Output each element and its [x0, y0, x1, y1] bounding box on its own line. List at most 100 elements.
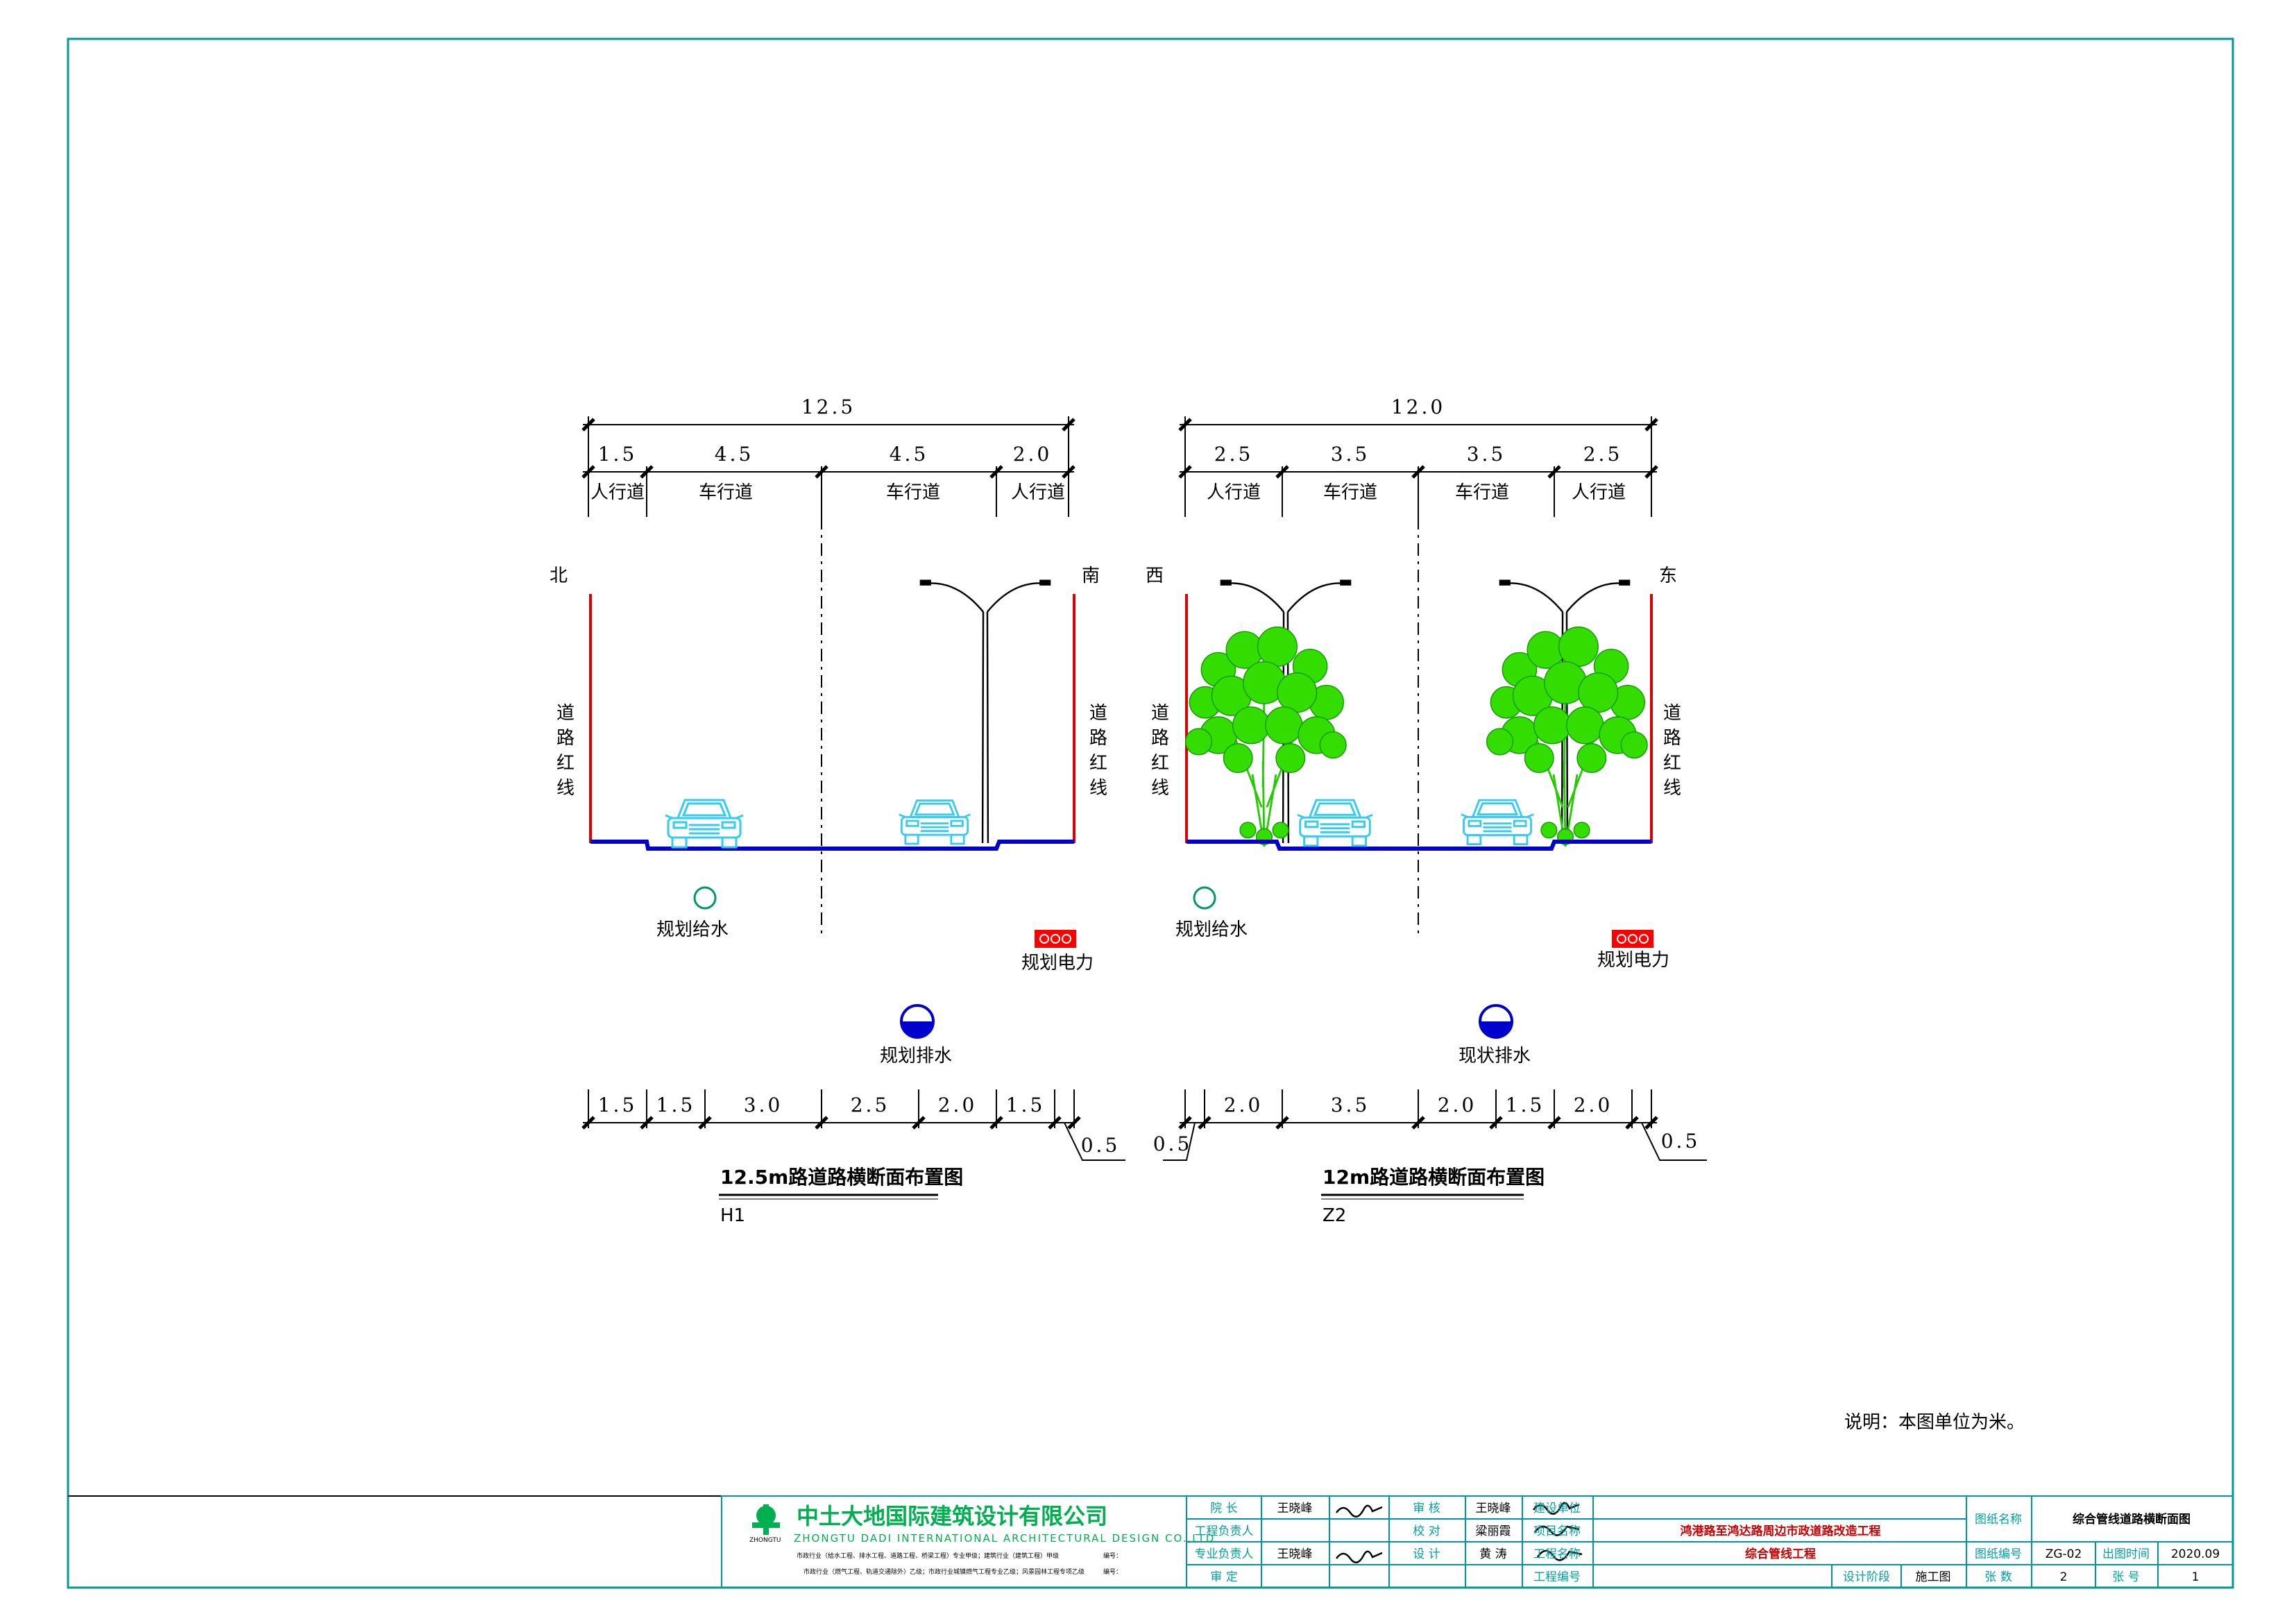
row4-role: 审 定	[1210, 1570, 1237, 1584]
left-car-2	[898, 799, 971, 845]
svg-text:红: 红	[556, 753, 575, 774]
svg-text:道: 道	[556, 703, 575, 724]
right-total-width: 12.0	[1391, 396, 1445, 418]
eng-name: 综合管线工程	[1745, 1547, 1816, 1561]
stage-value: 施工图	[1916, 1570, 1951, 1584]
drawing-name: 综合管线道路横断面图	[2073, 1512, 2191, 1527]
svg-text:路: 路	[1151, 728, 1169, 749]
left-bottom-dim-6: 1.5	[1006, 1094, 1046, 1116]
svg-text:线: 线	[556, 778, 575, 799]
right-section-code: Z2	[1323, 1205, 1346, 1226]
eng-name-label: 工程名称	[1533, 1547, 1581, 1561]
left-lane-1: 人行道	[590, 482, 645, 503]
row2-name-2: 粱丽霞	[1476, 1524, 1511, 1538]
row1-name: 王晓峰	[1277, 1502, 1313, 1515]
left-total-width: 12.5	[801, 396, 856, 418]
right-seg-2: 3.5	[1331, 443, 1370, 466]
row2-role-2: 校 对	[1413, 1524, 1440, 1538]
left-bottom-dim-4: 2.5	[851, 1094, 890, 1116]
row1-role-2: 审 核	[1413, 1502, 1440, 1515]
svg-text:路: 路	[1089, 728, 1107, 749]
left-bottom-dim-1: 1.5	[598, 1094, 638, 1116]
right-power-label: 规划电力	[1597, 950, 1669, 971]
right-water-pipe-icon	[1193, 886, 1216, 910]
svg-text:线: 线	[1089, 778, 1107, 799]
left-seg-1: 1.5	[598, 443, 638, 466]
cert-label-2: 编号：	[1103, 1567, 1122, 1576]
right-bottom-dim-extra-right: 0.5	[1661, 1130, 1701, 1153]
right-bottom-dim-extra-left: 0.5	[1153, 1132, 1193, 1155]
left-cross-section: 12.5 1.5 4.5 4.5 2.0 人行道 车行道 车行道 人行道 北 南…	[550, 396, 1125, 1226]
left-water-pipe-label: 规划给水	[656, 919, 729, 940]
left-drain-label: 规划排水	[880, 1046, 952, 1067]
right-bottom-dim-5: 2.0	[1574, 1094, 1613, 1116]
company-name-cn: 中土大地国际建筑设计有限公司	[797, 1503, 1107, 1529]
right-bottom-dim-3: 2.0	[1438, 1094, 1477, 1116]
left-bottom-dim-extra: 0.5	[1081, 1134, 1121, 1157]
title-block: ZHONGTU 中土大地国际建筑设计有限公司 ZHONGTU DADI INTE…	[721, 1495, 2234, 1588]
drawing-name-label: 图纸名称	[1975, 1513, 2022, 1527]
left-lane-2: 车行道	[699, 482, 753, 503]
left-section-title: 12.5m路道路横断面布置图	[720, 1166, 963, 1189]
left-bottom-dim-2: 1.5	[656, 1094, 696, 1116]
left-water-pipe-icon	[693, 886, 717, 910]
svg-text:道: 道	[1663, 703, 1681, 724]
svg-text:线: 线	[1663, 778, 1681, 799]
left-dir-south: 南	[1082, 566, 1100, 586]
svg-text:路: 路	[556, 728, 575, 749]
left-seg-4: 2.0	[1013, 443, 1053, 466]
row3-role-2: 设 计	[1413, 1547, 1440, 1561]
right-power-duct-icon	[1612, 930, 1653, 948]
right-lane-3: 车行道	[1455, 482, 1509, 503]
right-water-pipe-label: 规划给水	[1175, 919, 1248, 940]
right-dir-east: 东	[1659, 566, 1677, 586]
project-name-label: 项目名称	[1533, 1524, 1581, 1538]
left-drain-pipe-icon	[900, 1004, 935, 1039]
company-logo-icon	[752, 1504, 780, 1535]
svg-text:线: 线	[1151, 778, 1169, 799]
left-section-code: H1	[720, 1205, 745, 1226]
right-car-2	[1460, 799, 1535, 846]
sheets-label: 张 数	[1984, 1570, 2012, 1584]
left-seg-2: 4.5	[715, 443, 754, 466]
svg-text:路: 路	[1663, 728, 1681, 749]
right-seg-4: 2.5	[1583, 443, 1623, 466]
left-power-label: 规划电力	[1021, 953, 1094, 974]
cert-label-1: 编号：	[1103, 1552, 1122, 1560]
right-road-profile	[1187, 840, 1651, 851]
row3-name: 王晓峰	[1277, 1547, 1313, 1561]
sheet-no-label: 张 号	[2112, 1570, 2139, 1584]
eng-no-label: 工程编号	[1533, 1570, 1581, 1584]
right-car-1	[1296, 799, 1374, 847]
right-lane-1: 人行道	[1207, 482, 1261, 503]
svg-text:红: 红	[1663, 753, 1681, 774]
svg-text:道: 道	[1089, 703, 1107, 724]
right-dir-west: 西	[1146, 566, 1164, 586]
right-bottom-dim-2: 3.5	[1331, 1094, 1370, 1116]
date-label: 出图时间	[2102, 1547, 2150, 1561]
logo-caption: ZHONGTU	[749, 1537, 781, 1544]
left-car-1	[664, 799, 745, 849]
row3-role: 专业负责人	[1195, 1547, 1254, 1561]
left-red-line-label-left: 道 路 红 线	[556, 703, 575, 799]
qualification-line-1: 市政行业（给水工程、排水工程、道路工程、桥梁工程）专业甲级；建筑行业（建筑工程）…	[797, 1552, 1059, 1560]
right-bottom-dim-1: 2.0	[1224, 1094, 1264, 1116]
left-red-line-label-right: 道 路 红 线	[1089, 703, 1107, 799]
sheets-value: 2	[2060, 1570, 2068, 1584]
svg-text:红: 红	[1089, 753, 1107, 774]
right-red-line-label-right: 道 路 红 线	[1663, 703, 1681, 799]
right-cross-section: 12.0 2.5 3.5 3.5 2.5 人行道 车行道 车行道 人行道 西 东…	[1146, 396, 1707, 1226]
right-tree-west	[1184, 626, 1347, 847]
left-dir-north: 北	[550, 566, 568, 586]
left-bottom-dim-3: 3.0	[744, 1094, 783, 1116]
drawing-no-label: 图纸编号	[1975, 1547, 2022, 1561]
qualification-line-2: 市政行业（燃气工程、轨道交通除外）乙级；市政行业城镇燃气工程专业乙级；风景园林工…	[803, 1567, 1085, 1576]
left-lane-4: 人行道	[1011, 482, 1065, 503]
row2-role: 工程负责人	[1195, 1524, 1254, 1538]
svg-text:红: 红	[1151, 753, 1169, 774]
row1-role: 院 长	[1210, 1502, 1237, 1515]
right-lane-2: 车行道	[1323, 482, 1377, 503]
left-lane-3: 车行道	[886, 482, 940, 503]
sheet-no-value: 1	[2192, 1570, 2200, 1584]
